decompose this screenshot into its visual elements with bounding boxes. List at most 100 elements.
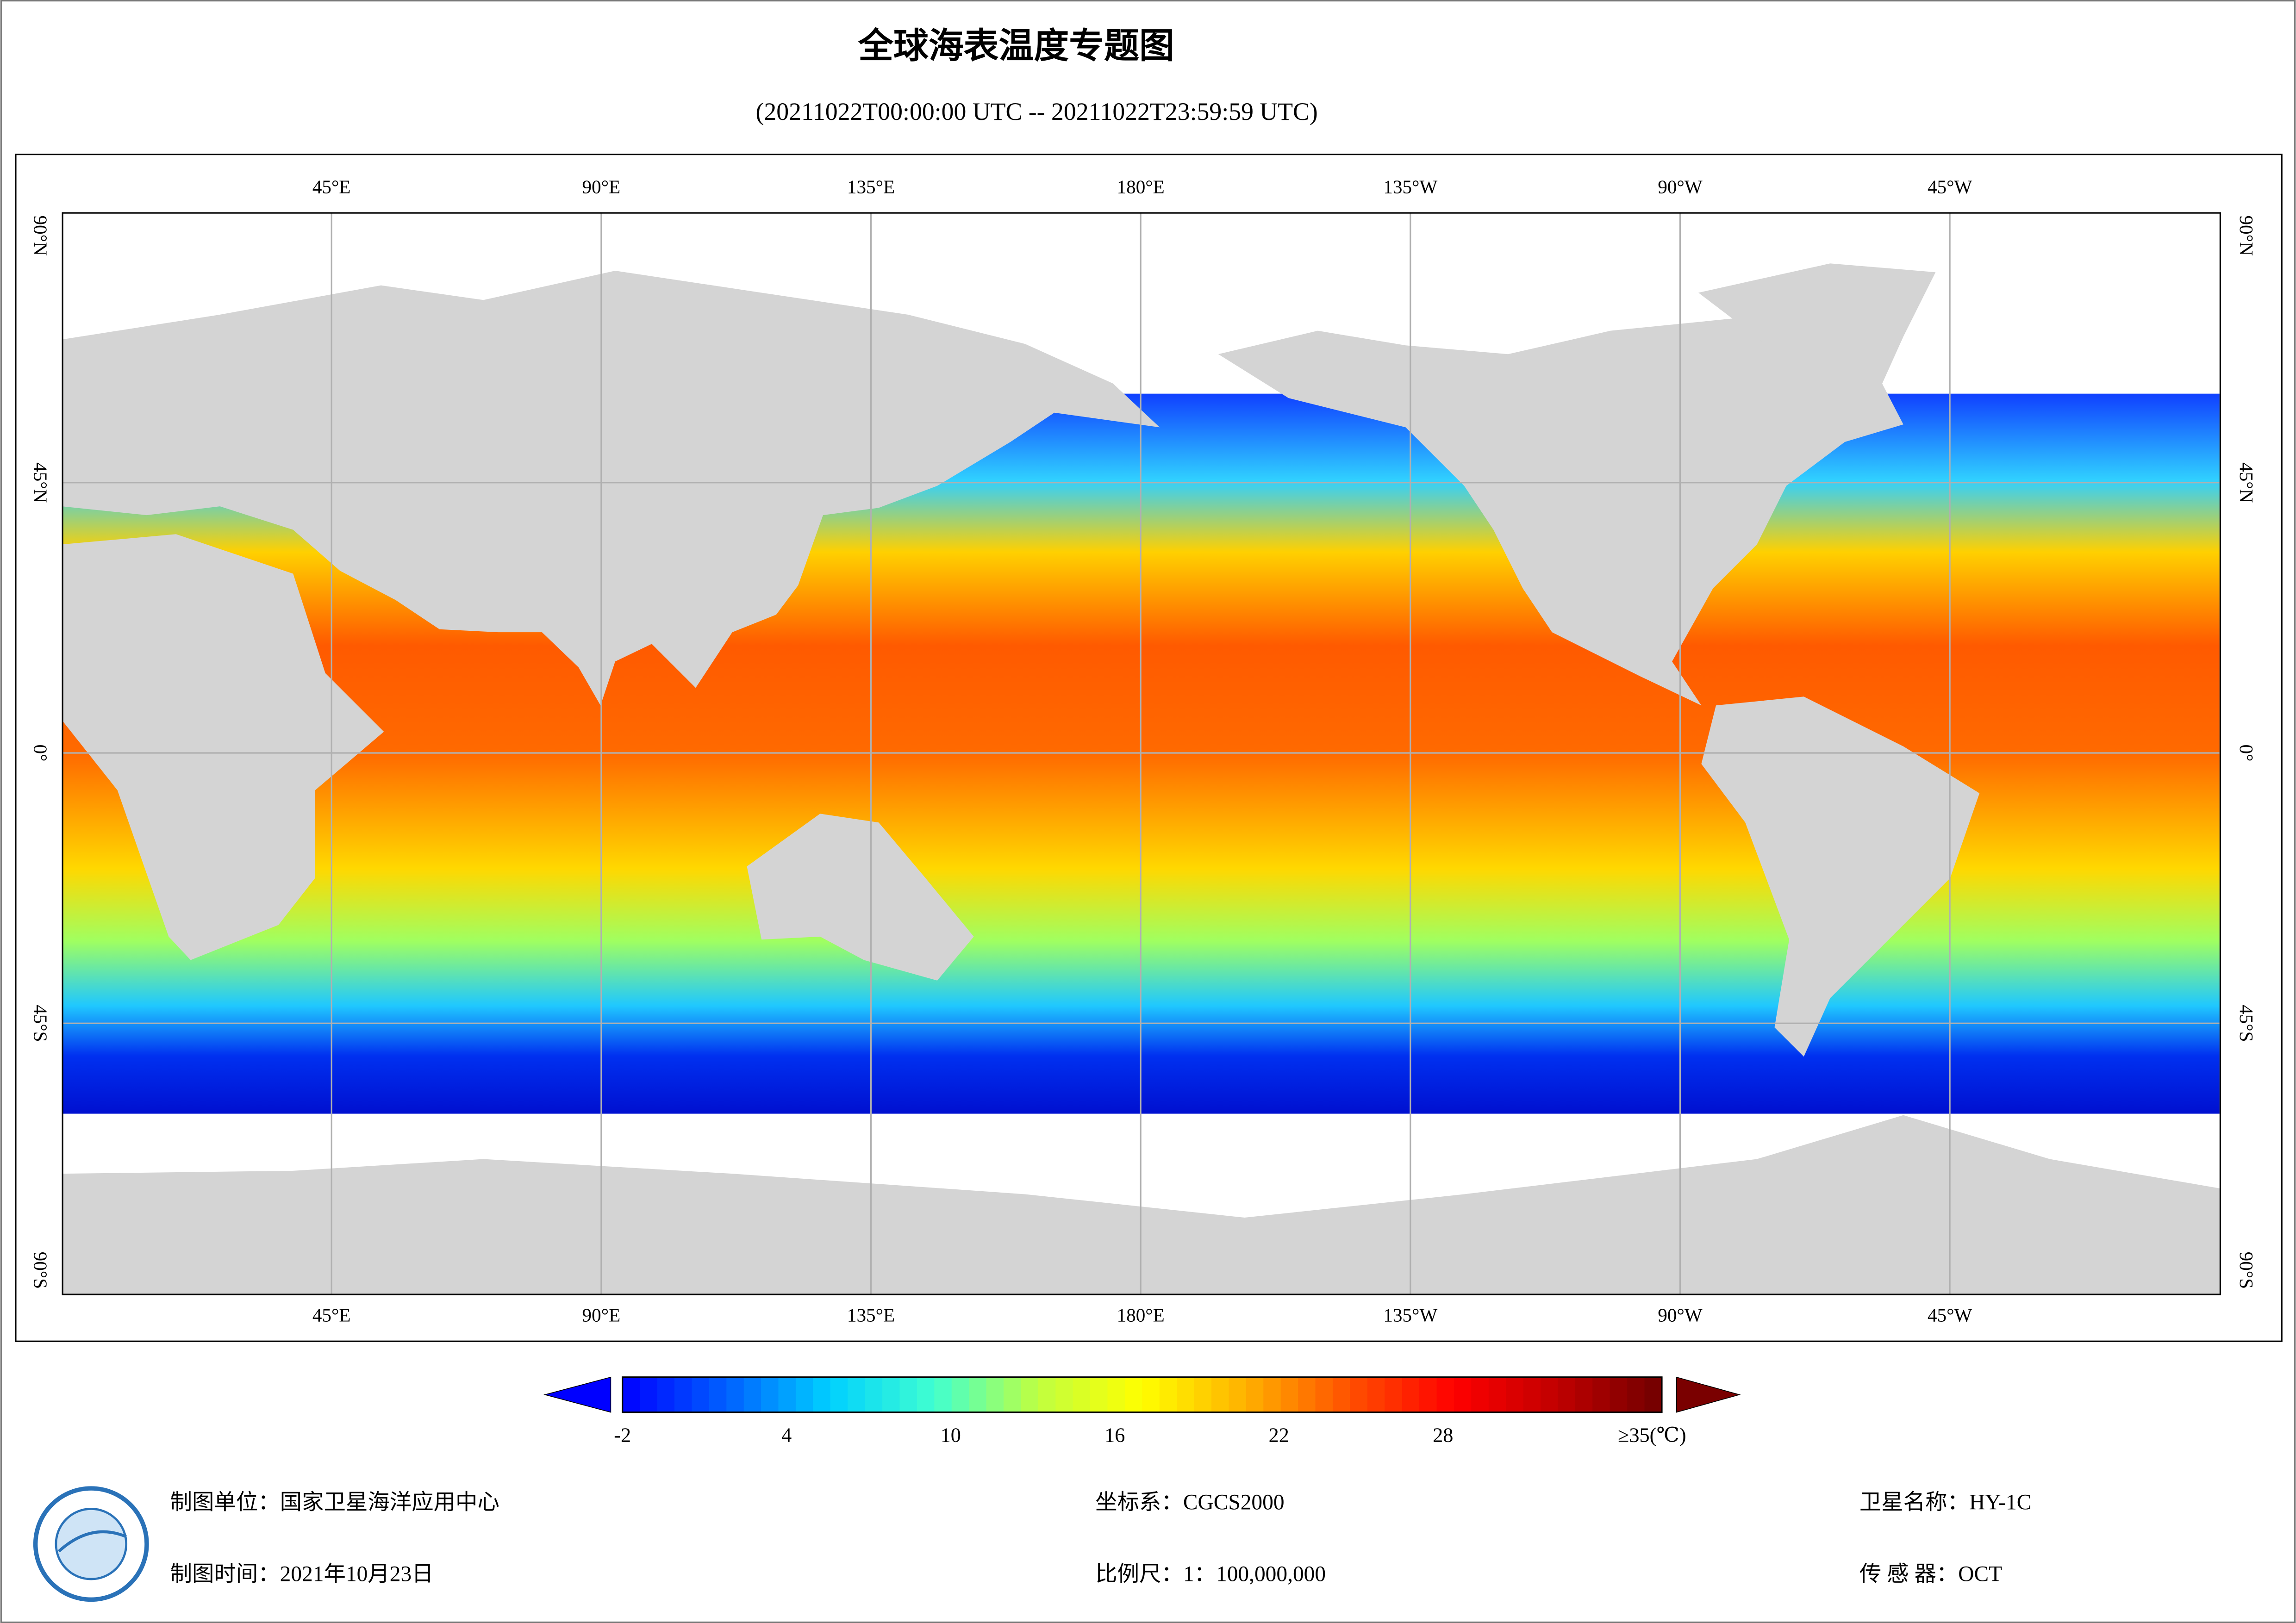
colorbar-segment [1402,1377,1420,1412]
colorbar-segment [1523,1377,1541,1412]
colorbar-segment [1315,1377,1334,1412]
colorbar-segment [1177,1377,1195,1412]
lat-label-right: 90°S [2236,1252,2257,1289]
colorbar-segment [1246,1377,1264,1412]
colorbar-segment [778,1377,797,1412]
colorbar-tick-label: 4 [781,1424,792,1447]
colorbar-outline [622,1376,1663,1413]
colorbar-segment [1454,1377,1472,1412]
colorbar-segment [1003,1377,1022,1412]
lon-label-top: 45°E [312,176,351,197]
colorbar-segment [1436,1377,1455,1412]
lat-label-left: 45°S [30,1005,51,1042]
colorbar-segment [640,1377,658,1412]
lon-label-bottom: 45°W [1928,1305,1972,1326]
footer-crs: 坐标系：CGCS2000 [1095,1491,1284,1515]
colorbar-segment [1541,1377,1559,1412]
colorbar-segment [761,1377,780,1412]
title: 全球海表温度专题图 [858,27,1174,66]
colorbar-segment [1021,1377,1039,1412]
colorbar-segment [830,1377,849,1412]
lon-label-bottom: 45°E [312,1305,351,1326]
colorbar-segment [1280,1377,1299,1412]
colorbar-segment [726,1377,745,1412]
lon-label-top: 180°E [1117,176,1165,197]
colorbar-segment [1471,1377,1490,1412]
colorbar-segment [1488,1377,1507,1412]
logo [33,1486,149,1602]
colorbar-segment [1194,1377,1212,1412]
colorbar-segment [951,1377,970,1412]
colorbar-segment [1229,1377,1247,1412]
map [62,212,2221,1295]
subtitle: (20211022T00:00:00 UTC -- 20211022T23:59… [756,98,1318,125]
colorbar-segment [899,1377,918,1412]
lon-label-bottom: 90°W [1658,1305,1703,1326]
colorbar-segment [882,1377,901,1412]
colorbar-segment [1073,1377,1091,1412]
lat-label-left: 45°N [30,462,51,503]
colorbar-segment [1419,1377,1438,1412]
graticule [62,212,2220,1294]
colorbar-segment [1090,1377,1109,1412]
lat-label-right: 90°N [2236,216,2257,256]
lat-label-right: 45°S [2236,1005,2257,1042]
colorbar-segment [1367,1377,1385,1412]
colorbar-segment [1107,1377,1126,1412]
colorbar: -2 4 10 16 22 28 ≥35(℃) [543,1376,1741,1447]
colorbar-segment [1263,1377,1282,1412]
colorbar-segment [1350,1377,1368,1412]
colorbar-segment [917,1377,935,1412]
colorbar-segment [934,1377,953,1412]
map-border [62,212,2221,1295]
colorbar-tick-label: 28 [1433,1424,1453,1447]
logo-globe [55,1507,128,1580]
footer-sensor: 传 感 器：OCT [1859,1562,2002,1586]
greenland [1698,263,1936,395]
lon-label-bottom: 135°W [1383,1305,1437,1326]
colorbar-segment [1038,1377,1056,1412]
lon-label-top: 90°W [1658,176,1703,197]
lat-label-left: 0° [30,745,51,762]
colorbar-segment [622,1377,641,1412]
colorbar-tick-label: 22 [1269,1424,1289,1447]
colorbar-segment [795,1377,814,1412]
lon-label-top: 135°W [1383,176,1437,197]
colorbar-segment [709,1377,727,1412]
eurasia [62,271,1160,706]
map-frame [15,154,2283,1342]
colorbar-segment [1211,1377,1230,1412]
colorbar-segment [1298,1377,1316,1412]
lat-label-right: 0° [2236,745,2257,762]
australia [747,814,974,981]
colorbar-tick-label: -2 [614,1424,631,1447]
colorbar-segment [1332,1377,1351,1412]
north-america [1218,316,1903,706]
footer-unit: 制图单位：国家卫星海洋应用中心 [170,1491,499,1515]
footer-date: 制图时间：2021年10月23日 [170,1562,434,1586]
colorbar-segment [1159,1377,1178,1412]
colorbar-segment [1592,1377,1611,1412]
lon-label-bottom: 90°E [582,1305,621,1326]
colorbar-segment [1142,1377,1160,1412]
colorbar-segment [1610,1377,1628,1412]
colorbar-max-label: ≥35(℃) [1618,1424,1686,1447]
colorbar-segment [969,1377,987,1412]
lon-label-top: 45°W [1928,176,1972,197]
colorbar-segment [743,1377,762,1412]
colorbar-tick-label: 16 [1104,1424,1125,1447]
africa [62,534,384,960]
lat-label-left: 90°S [30,1252,51,1289]
south-america [1701,696,1980,1057]
colorbar-segment [813,1377,831,1412]
colorbar-over-arrow [1676,1376,1741,1413]
colorbar-segment [692,1377,710,1412]
colorbar-segment [674,1377,693,1412]
footer-scale: 比例尺：1：100,000,000 [1095,1562,1326,1586]
colorbar-under-arrow [543,1376,611,1413]
colorbar-tick-label: 10 [941,1424,961,1447]
logo-orbit [58,1530,127,1553]
colorbar-segment [1575,1377,1593,1412]
